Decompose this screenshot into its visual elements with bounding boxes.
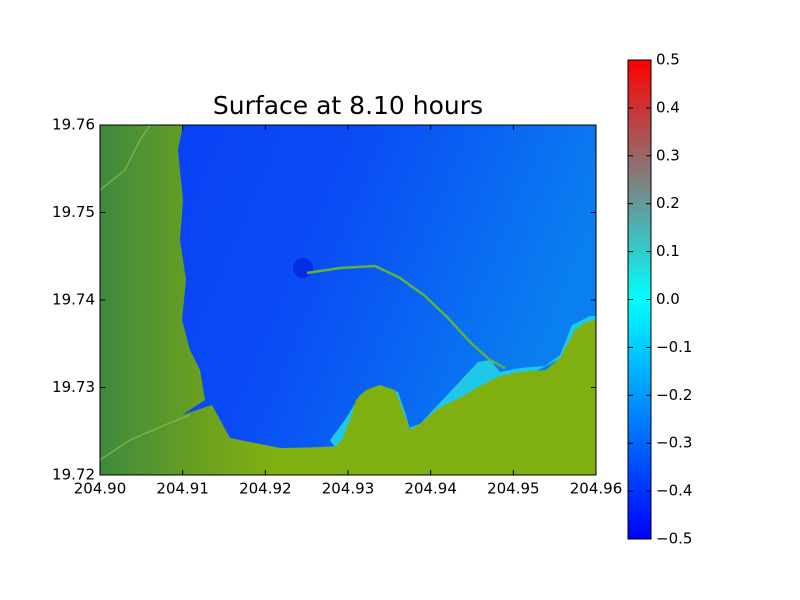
colorbar-tick-label: −0.3	[656, 434, 692, 452]
colorbar-tick-label: 0.5	[656, 51, 680, 69]
colorbar-tick-label: −0.5	[656, 530, 692, 548]
y-tick-label: 19.75	[52, 203, 95, 221]
chart-title: Surface at 8.10 hours	[213, 91, 483, 120]
colorbar: −0.5 −0.4 −0.3 −0.2 −0.1 0.0 0.1 0.2 0.3 0.4 0.5	[627, 51, 692, 548]
x-tick-label: 204.90	[74, 480, 127, 498]
x-tick-label: 204.95	[487, 480, 540, 498]
colorbar-tick-label: 0.0	[656, 290, 680, 308]
x-tick-label: 204.92	[239, 480, 292, 498]
y-tick-label: 19.73	[52, 378, 95, 396]
colorbar-tick-label: −0.4	[656, 482, 692, 500]
colorbar-tick-label: −0.1	[656, 338, 692, 356]
colorbar-tick-label: 0.2	[656, 194, 680, 212]
x-tick-label: 204.94	[404, 480, 457, 498]
y-tick-label: 19.74	[52, 291, 95, 309]
colorbar-tick-label: 0.3	[656, 146, 680, 164]
colorbar-tick-label: 0.4	[656, 98, 680, 116]
x-tick-label: 204.93	[322, 480, 375, 498]
x-tick-label: 204.91	[156, 480, 209, 498]
y-tick-label: 19.76	[52, 116, 95, 134]
map-image	[100, 125, 596, 475]
colorbar-tick-label: 0.1	[656, 242, 680, 260]
colorbar-tick-label: −0.2	[656, 386, 692, 404]
x-tick-label: 204.96	[570, 480, 623, 498]
y-tick-label: 19.72	[52, 466, 95, 484]
